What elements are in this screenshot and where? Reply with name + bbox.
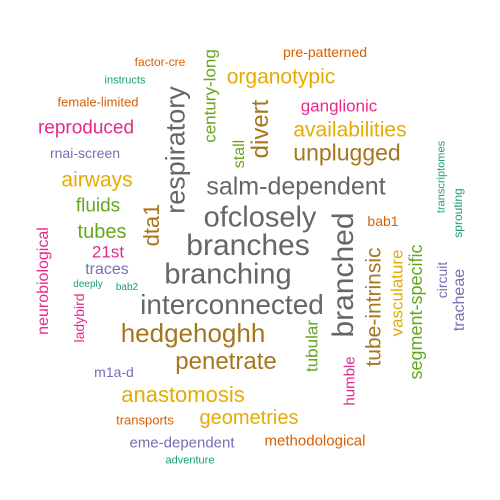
word-ganglionic: ganglionic [300,96,378,116]
word-m1a-d: m1a-d [94,364,134,380]
word-deeply: deeply [73,279,103,290]
word-rnai-screen: rnai-screen [49,145,121,161]
word-humble: humble [341,356,359,406]
word-branched: branched [327,212,360,338]
word-anastomosis: anastomosis [121,382,245,407]
word-organotypic: organotypic [226,65,336,89]
word-stall: stall [231,139,248,169]
word-transcriptomes: transcriptomes [435,140,448,214]
word-respiratory: respiratory [160,86,191,214]
word-branching: branching [164,258,292,291]
word-availabilities: availabilities [293,118,407,142]
word-ladybird: ladybird [71,293,87,343]
word-hedgehoghh: hedgehoghh [120,318,266,348]
word-segment-specific: segment-specific [406,244,426,380]
word-neurobiological: neurobiological [35,227,52,335]
word-airways: airways [61,168,133,192]
word-branches: branches [186,229,310,262]
word-dta1: dta1 [139,203,164,247]
word-salm-dependent: salm-dependent [206,172,386,201]
word-reproduced: reproduced [37,117,135,139]
word-bab1: bab1 [367,213,399,229]
word-fluids: fluids [75,195,121,217]
word-vasculature: vasculature [387,249,407,337]
word-adventure: adventure [165,454,215,467]
word-divert: divert [247,99,274,159]
word-tubes: tubes [77,221,127,243]
word-transports: transports [116,412,174,428]
word-penetrate: penetrate [175,348,277,375]
word-eme-dependent: eme-dependent [129,434,235,452]
word-female-limited: female-limited [57,94,139,110]
word-traces: traces [85,261,129,278]
word-sprouting: sprouting [451,188,465,238]
word-ofclosely: ofclosely [203,201,317,234]
word-unplugged: unplugged [293,139,401,166]
word-interconnected: interconnected [140,289,324,320]
word-21st: 21st [91,242,125,262]
word-bab2: bab2 [115,282,139,293]
word-methodological: methodological [264,432,366,450]
word-century-long: century-long [200,49,220,143]
word-instructs: instructs [104,74,146,87]
word-factor-cre: factor-cre [134,55,186,69]
word-tubular: tubular [302,320,322,372]
word-circuit: circuit [434,261,450,299]
word-tube-intrinsic: tube-intrinsic [362,247,386,367]
word-geometries: geometries [199,407,299,429]
word-pre-patterned: pre-patterned [282,44,368,60]
word-tracheae: tracheae [451,268,468,332]
